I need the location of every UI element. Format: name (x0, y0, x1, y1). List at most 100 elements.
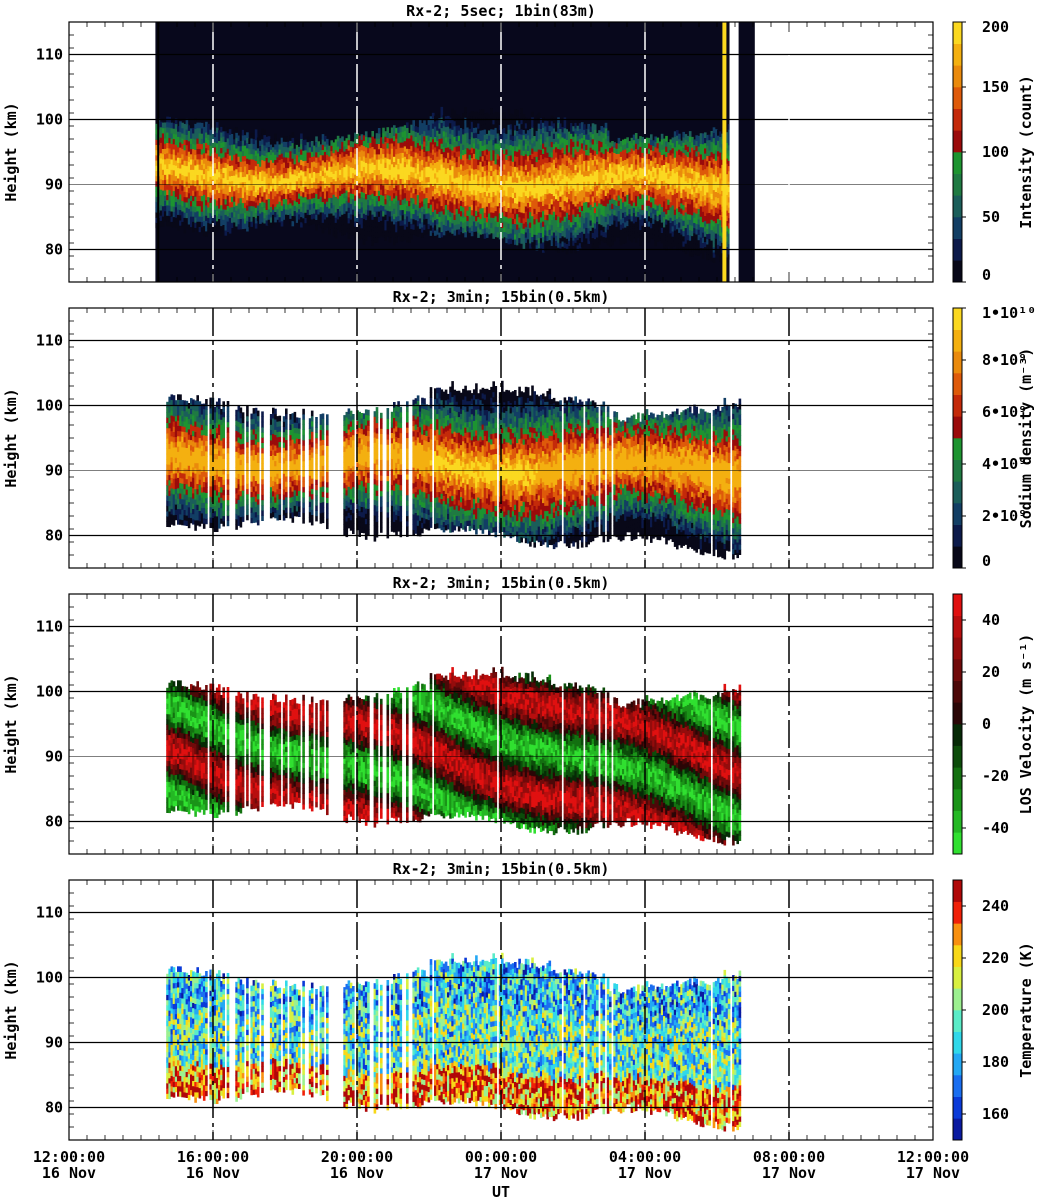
x-tick-date: 16 Nov (186, 1164, 240, 1182)
colorbar-segment (953, 966, 962, 989)
x-tick-time: 00:00:00 (465, 1148, 537, 1166)
colorbar-segment (953, 43, 962, 66)
y-axis-label: Height (km) (2, 388, 20, 487)
colorbar-tick-label: 150 (982, 78, 1009, 96)
colorbar-segment (953, 901, 962, 924)
x-tick-time: 12:00:00 (33, 1148, 105, 1166)
edge-strip-left (157, 22, 160, 282)
x-tick-date: 16 Nov (330, 1164, 384, 1182)
colorbar: 160 180 200 220 240 Temperature (K) (952, 879, 1035, 1141)
panel-title: Rx-2; 5sec; 1bin(83m) (406, 2, 596, 20)
edge-strip-end (738, 22, 755, 282)
colorbar-segment (953, 724, 962, 746)
y-tick-label: 90 (45, 748, 63, 766)
colorbar-segment (953, 1053, 962, 1076)
x-tick-time: 20:00:00 (321, 1148, 393, 1166)
x-tick-date: 17 Nov (474, 1164, 528, 1182)
colorbar-segment (953, 22, 962, 44)
colorbar-segment (953, 810, 962, 833)
colorbar-segment (953, 65, 962, 88)
y-axis-label: Height (km) (2, 102, 20, 201)
panel-1: 80 90 100 110 Rx-2; 5sec; 1bin(83m) Height (k… (2, 2, 1035, 284)
colorbar-segment (953, 1075, 962, 1097)
colorbar: 0 2•10⁹ 4•10⁹ 6•10⁹ 8•10⁹ 1•10¹⁰ Sodium densit… (952, 304, 1036, 570)
colorbar-segment (953, 637, 962, 660)
colorbar-segment (953, 988, 962, 1011)
colorbar-segment (953, 1118, 962, 1141)
colorbar-segment (953, 173, 962, 196)
colorbar-tick-label: 200 (982, 1001, 1009, 1019)
panel-2: 80 90 100 110 Rx-2; 3min; 15bin(0.5km) Height… (2, 288, 1036, 570)
data-gap (729, 22, 738, 282)
colorbar-label: Temperature (K) (1017, 942, 1035, 1077)
y-tick-label: 110 (36, 904, 63, 922)
x-tick-time: 16:00:00 (177, 1148, 249, 1166)
colorbar: -40 -20 0 20 40 LOS Velocity (m s⁻¹) (952, 593, 1035, 855)
colorbar-segment (953, 373, 962, 395)
colorbar: 0 50 100 150 200 Intensity (count) (952, 18, 1035, 284)
y-tick-label: 80 (45, 813, 63, 831)
x-tick-date: 17 Nov (762, 1164, 816, 1182)
colorbar-segment (953, 308, 962, 330)
y-tick-label: 90 (45, 1034, 63, 1052)
edge-strip-right (722, 22, 727, 282)
colorbar-segment (953, 767, 962, 790)
colorbar-segment (953, 702, 962, 725)
colorbar-segment (953, 1010, 962, 1032)
colorbar-label: LOS Velocity (m s⁻¹) (1017, 634, 1035, 815)
colorbar-segment (953, 87, 962, 109)
y-tick-label: 90 (45, 462, 63, 480)
colorbar-tick-label: 2•10⁹ (982, 507, 1027, 525)
colorbar-tick-label: 40 (982, 611, 1000, 629)
colorbar-segment (953, 195, 962, 218)
y-tick-label: 110 (36, 332, 63, 350)
colorbar-tick-label: -40 (982, 819, 1009, 837)
colorbar-tick-label: 240 (982, 897, 1009, 915)
x-tick-date: 17 Nov (618, 1164, 672, 1182)
y-tick-label: 110 (36, 618, 63, 636)
colorbar-segment (953, 1031, 962, 1054)
colorbar-segment (953, 329, 962, 352)
colorbar-segment (953, 615, 962, 638)
colorbar-label: Intensity (count) (1017, 75, 1035, 229)
y-axis-label: Height (km) (2, 960, 20, 1059)
colorbar-segment (953, 832, 962, 855)
colorbar-tick-label: 180 (982, 1053, 1009, 1071)
colorbar-tick-label: 0 (982, 552, 991, 570)
colorbar-segment (953, 438, 962, 460)
colorbar-segment (953, 789, 962, 811)
y-tick-label: 90 (45, 176, 63, 194)
colorbar-tick-label: 160 (982, 1105, 1009, 1123)
y-axis-label: Height (km) (2, 674, 20, 773)
colorbar-segment (953, 394, 962, 417)
colorbar-segment (953, 238, 962, 261)
colorbar-segment (953, 351, 962, 374)
colorbar-segment (953, 108, 962, 131)
colorbar-tick-label: 0 (982, 715, 991, 733)
colorbar-segment (953, 659, 962, 681)
heatmap-cells (155, 22, 755, 282)
y-tick-label: 80 (45, 1099, 63, 1117)
x-tick-time: 04:00:00 (609, 1148, 681, 1166)
colorbar-tick-label: 220 (982, 949, 1009, 967)
colorbar-segment (953, 130, 962, 153)
x-tick-time: 08:00:00 (753, 1148, 825, 1166)
colorbar-segment (953, 923, 962, 946)
x-tick-time: 12:00:00 (897, 1148, 969, 1166)
colorbar-segment (953, 459, 962, 482)
y-tick-label: 80 (45, 241, 63, 259)
colorbar-segment (953, 546, 962, 569)
colorbar-tick-label: 1•10¹⁰ (982, 304, 1036, 322)
colorbar-segment (953, 481, 962, 504)
colorbar-tick-label: -20 (982, 767, 1009, 785)
colorbar-segment (953, 260, 962, 283)
y-tick-label: 100 (36, 683, 63, 701)
colorbar-segment (953, 1096, 962, 1119)
colorbar-tick-label: 8•10⁹ (982, 351, 1027, 369)
colorbar-tick-label: 4•10⁹ (982, 455, 1027, 473)
colorbar-segment (953, 524, 962, 547)
colorbar-segment (953, 217, 962, 239)
x-tick-date: 17 Nov (906, 1164, 960, 1182)
heatmap-cells (166, 666, 742, 846)
